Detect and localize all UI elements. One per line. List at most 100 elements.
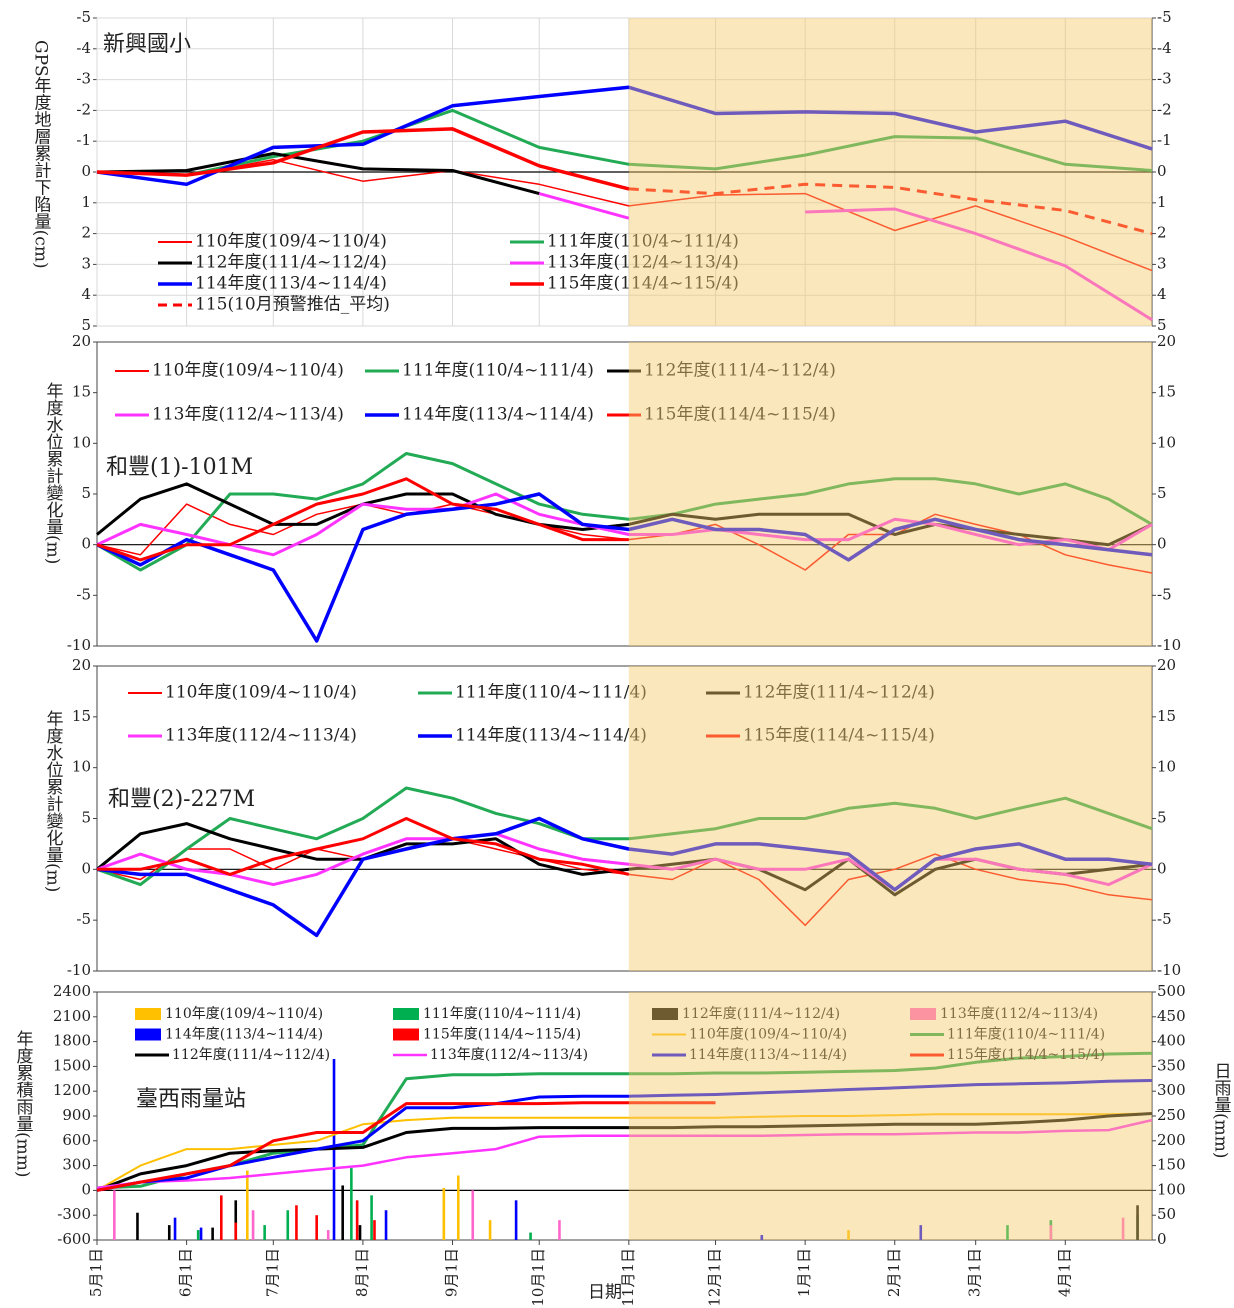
x-tick-label: 8月1日 <box>353 1248 371 1297</box>
legend-label: 114年度(113/4~114/4) <box>402 405 594 425</box>
legend-label: 110年度(109/4~110/4) <box>152 361 344 381</box>
legend-swatch <box>393 1008 419 1020</box>
y2-tick-label: -4 <box>1157 39 1172 57</box>
bar <box>1006 1225 1009 1240</box>
series-line <box>96 108 1153 177</box>
legend-label: 111年度(110/4~111/4) <box>547 232 739 252</box>
bar <box>167 1225 171 1240</box>
legend-label: 114年度(113/4~114/4) <box>689 1047 847 1063</box>
legend-swatch <box>393 1028 419 1041</box>
legend-label: 112年度(111/4~112/4) <box>644 361 836 381</box>
bar <box>847 1230 850 1240</box>
bar <box>350 1168 353 1240</box>
legend-label: 115(10月預警推估_平均) <box>195 295 390 315</box>
bar <box>326 1230 330 1240</box>
bar <box>760 1235 764 1240</box>
legend-label: 110年度(109/4~110/4) <box>689 1027 847 1043</box>
legend-label: 115年度(114/4~115/4) <box>644 405 836 425</box>
y-tick-label: -600 <box>57 1230 91 1248</box>
legend-label: 111年度(110/4~111/4) <box>423 1006 581 1022</box>
highlight-band <box>628 342 1152 646</box>
legend-label: 110年度(109/4~110/4) <box>165 1006 323 1022</box>
y-tick-label: -10 <box>67 961 91 979</box>
bar <box>286 1210 290 1240</box>
series-line <box>96 1051 1153 1190</box>
y2-tick-label: 200 <box>1157 1131 1186 1149</box>
x-tick-label: 9月1日 <box>443 1248 461 1297</box>
y-axis-label: 年度累積雨量(mm) <box>13 1030 34 1178</box>
y-tick-label: -5 <box>76 8 91 26</box>
bar <box>234 1222 238 1240</box>
y-tick-label: 2 <box>81 224 91 242</box>
y2-tick-label: 20 <box>1157 332 1176 350</box>
y2-tick-label: 3 <box>1157 254 1167 272</box>
y-tick-label: -10 <box>67 636 91 654</box>
y-tick-label: 5 <box>81 809 91 827</box>
y2-tick-label: 10 <box>1157 433 1176 451</box>
panel-title: 新興國小 <box>103 32 191 57</box>
bar <box>370 1195 373 1240</box>
y2-axis-label: 日雨量(mm) <box>1211 1062 1232 1159</box>
legend-label: 112年度(111/4~112/4) <box>172 1047 330 1063</box>
series-line <box>96 158 1153 272</box>
bar <box>251 1210 255 1240</box>
y-tick-label: 4 <box>81 285 91 303</box>
y2-tick-label: -5 <box>1157 585 1172 603</box>
bar <box>341 1185 344 1240</box>
bar <box>199 1227 203 1240</box>
bar <box>919 1225 923 1240</box>
legend-label: 113年度(112/4~113/4) <box>547 253 739 273</box>
y-tick-label: 10 <box>72 758 91 776</box>
bar <box>196 1230 200 1240</box>
y-tick-label: 0 <box>81 859 91 877</box>
legend-label: 112年度(111/4~112/4) <box>682 1006 840 1022</box>
bar <box>136 1212 139 1240</box>
bar <box>295 1205 298 1240</box>
y2-tick-label: 10 <box>1157 758 1176 776</box>
bar <box>514 1200 518 1240</box>
y2-tick-label: 0 <box>1157 1230 1167 1248</box>
plot-area <box>96 991 1153 1241</box>
series-line <box>96 1112 1153 1192</box>
y-tick-label: -5 <box>76 585 91 603</box>
x-tick-label: 5月1日 <box>87 1248 105 1297</box>
bar <box>1121 1217 1125 1240</box>
series-line <box>96 85 1153 187</box>
bar <box>211 1227 214 1240</box>
y2-tick-label: 5 <box>1157 316 1167 334</box>
y2-tick-label: 250 <box>1157 1106 1186 1124</box>
bar <box>113 1190 116 1240</box>
series-line <box>96 832 1153 892</box>
legend-label: 114年度(113/4~114/4) <box>165 1027 323 1043</box>
bar <box>1136 1205 1139 1240</box>
legend-label: 115年度(114/4~115/4) <box>743 726 935 746</box>
y-tick-label: -1 <box>76 131 91 149</box>
y2-tick-label: -5 <box>1157 8 1172 26</box>
y2-tick-label: -10 <box>1157 961 1181 979</box>
legend-swatch <box>135 1028 161 1041</box>
bar <box>263 1225 266 1240</box>
y2-tick-label: 50 <box>1157 1205 1176 1223</box>
y-tick-label: 900 <box>62 1106 91 1124</box>
legend-label: 114年度(113/4~114/4) <box>195 274 387 294</box>
highlight-band <box>628 992 1152 1240</box>
y2-tick-label: -2 <box>1157 100 1172 118</box>
y2-tick-label: 5 <box>1157 809 1167 827</box>
y-tick-label: 0 <box>81 535 91 553</box>
x-tick-label: 12月1日 <box>706 1248 724 1307</box>
bar <box>355 1200 359 1240</box>
series-line <box>97 817 630 876</box>
bar <box>246 1170 249 1240</box>
y2-tick-label: 300 <box>1157 1081 1186 1099</box>
legend-label: 113年度(112/4~113/4) <box>152 405 344 425</box>
y2-tick-label: 100 <box>1157 1180 1186 1198</box>
y-tick-label: 10 <box>72 433 91 451</box>
bar <box>384 1210 388 1240</box>
y-tick-label: 2100 <box>53 1007 91 1025</box>
series-line <box>96 452 1153 572</box>
y2-tick-label: 150 <box>1157 1156 1186 1174</box>
legend-label: 115年度(114/4~115/4) <box>423 1027 581 1043</box>
y-tick-label: 1800 <box>53 1032 91 1050</box>
legend-swatch <box>135 1008 161 1020</box>
